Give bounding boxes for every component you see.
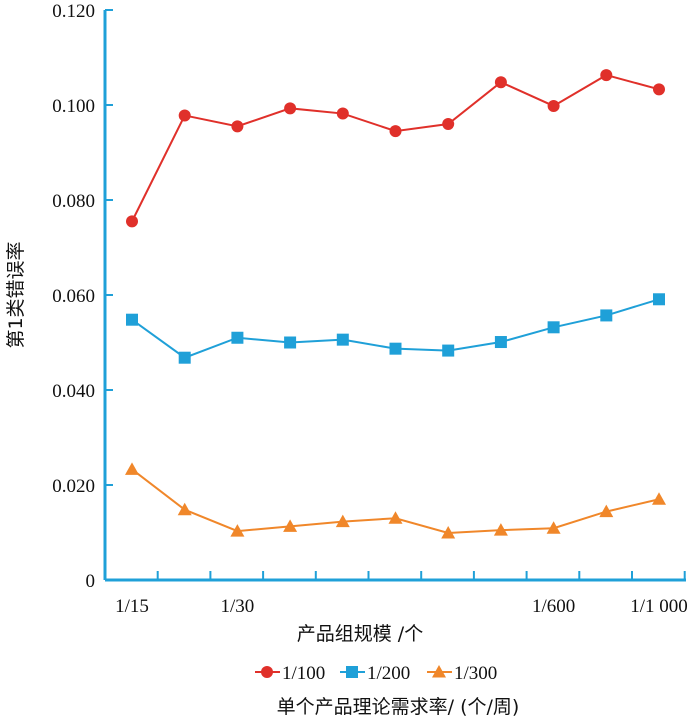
legend: 1/100 1/200 1/300 bbox=[255, 663, 497, 684]
legend-marker bbox=[261, 666, 273, 678]
data-point bbox=[283, 519, 298, 532]
data-point bbox=[494, 336, 507, 349]
data-point bbox=[126, 215, 138, 228]
legend-item-0: 1/100 bbox=[255, 663, 325, 684]
data-point bbox=[389, 125, 402, 138]
y-tick-label: 0.060 bbox=[52, 286, 95, 307]
data-point bbox=[388, 511, 403, 524]
data-point bbox=[547, 321, 560, 334]
data-point bbox=[336, 333, 349, 346]
x-tick-label: 1/600 bbox=[532, 596, 575, 617]
data-point bbox=[231, 120, 244, 133]
data-point bbox=[600, 309, 613, 322]
data-point bbox=[599, 504, 614, 518]
data-point bbox=[230, 524, 245, 537]
legend-item-1: 1/200 bbox=[340, 663, 410, 684]
data-point bbox=[178, 109, 191, 122]
data-point bbox=[178, 351, 191, 364]
data-point bbox=[284, 336, 297, 349]
y-tick-label: 0.100 bbox=[52, 96, 95, 117]
data-point bbox=[547, 99, 560, 112]
data-point bbox=[335, 514, 350, 528]
data-point bbox=[494, 76, 507, 89]
y-tick-label: 0.080 bbox=[52, 191, 95, 212]
legend-marker bbox=[346, 666, 358, 678]
legend-label: 1/100 bbox=[282, 663, 325, 684]
data-point bbox=[493, 523, 508, 536]
data-point bbox=[441, 525, 456, 539]
legend-title: 单个产品理论需求率/ (个/周) bbox=[277, 696, 520, 718]
y-tick-label: 0 bbox=[86, 571, 96, 592]
y-tick-label: 0.040 bbox=[52, 381, 95, 402]
y-tick-label: 0.020 bbox=[52, 476, 95, 497]
legend-marker bbox=[432, 665, 446, 678]
data-point bbox=[546, 521, 561, 534]
series-line bbox=[131, 74, 660, 222]
y-tick-label: 0.120 bbox=[52, 1, 95, 22]
data-point bbox=[389, 342, 402, 355]
legend-label: 1/200 bbox=[367, 663, 410, 684]
data-point bbox=[600, 69, 613, 82]
data-point bbox=[652, 492, 666, 505]
data-point bbox=[442, 344, 455, 357]
data-point bbox=[284, 102, 297, 115]
x-axis-title: 产品组规模 /个 bbox=[297, 623, 423, 645]
y-axis-title: 第1类错误率 bbox=[5, 241, 27, 348]
x-tick-label: 1/1 000 bbox=[630, 596, 688, 617]
legend-item-2: 1/300 bbox=[427, 663, 497, 684]
series-2 bbox=[125, 462, 666, 539]
data-point bbox=[653, 293, 665, 306]
data-point bbox=[442, 118, 455, 130]
data-point bbox=[653, 83, 665, 96]
series-1 bbox=[126, 293, 665, 364]
axes: 0 0.020 0.040 0.060 0.080 0.100 0.120 1/15 1/30 1… bbox=[52, 1, 688, 617]
data-point bbox=[336, 107, 349, 120]
data-point bbox=[126, 313, 138, 326]
series-layer bbox=[125, 69, 666, 539]
data-point bbox=[125, 462, 139, 475]
data-point bbox=[177, 502, 192, 516]
data-point bbox=[231, 331, 244, 344]
series-0 bbox=[126, 69, 665, 228]
x-tick-label: 1/30 bbox=[221, 596, 255, 617]
x-tick-label: 1/15 bbox=[115, 596, 149, 617]
legend-label: 1/300 bbox=[454, 663, 497, 684]
